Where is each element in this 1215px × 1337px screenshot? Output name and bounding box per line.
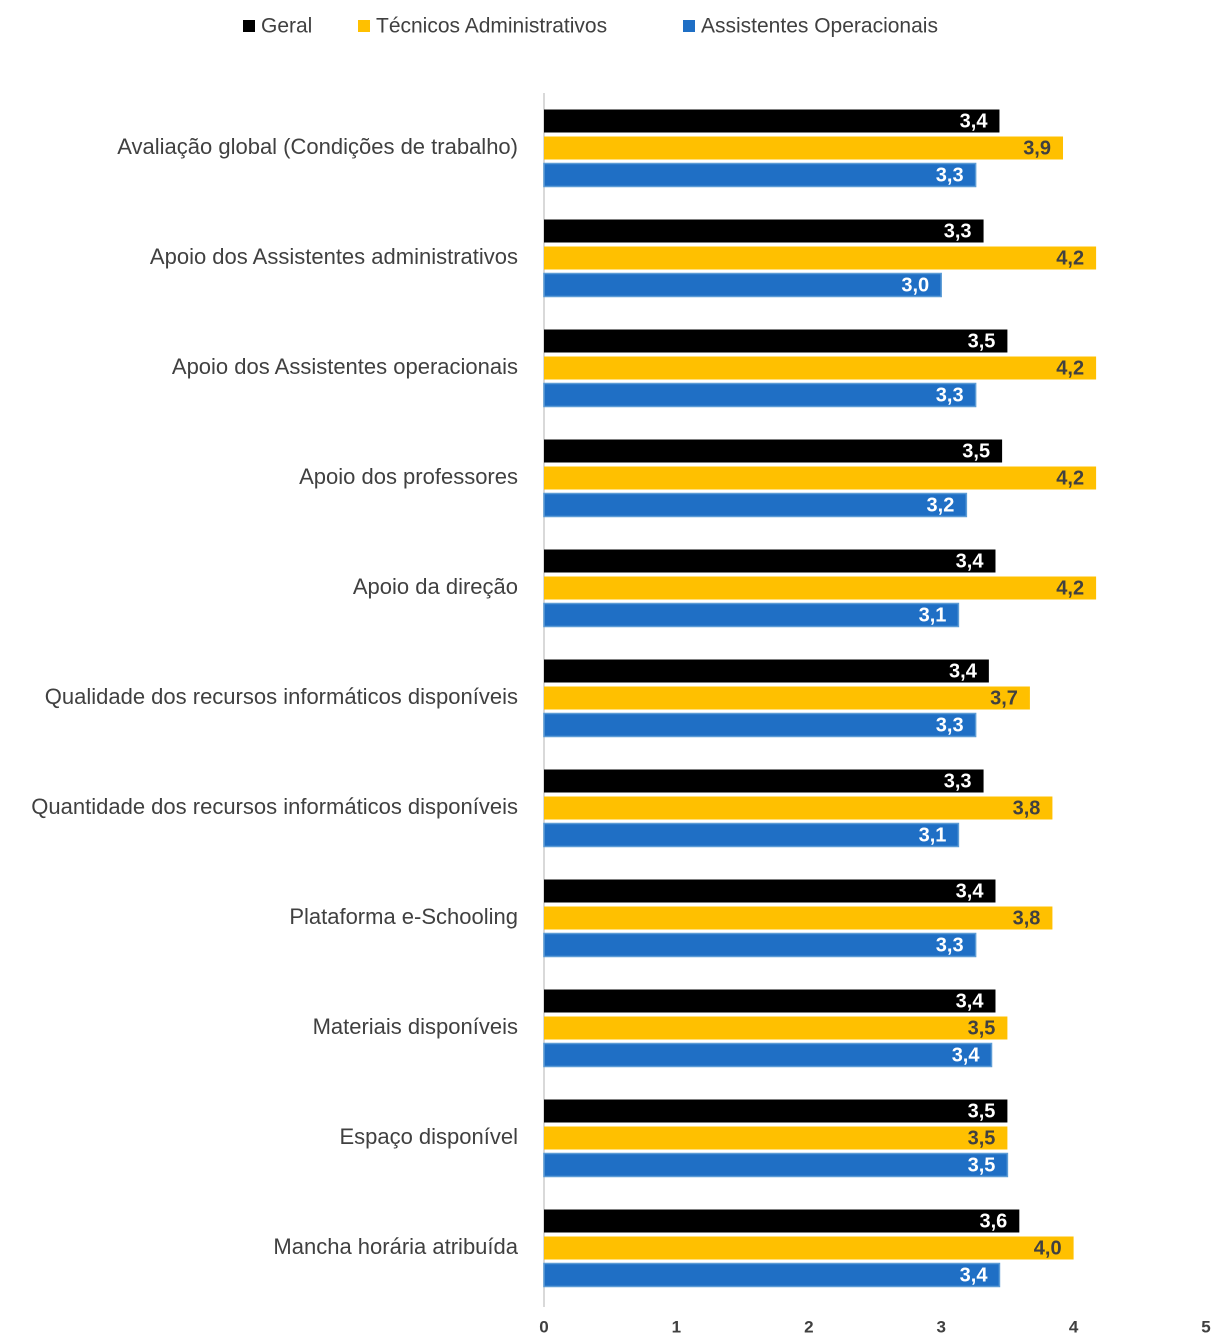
data-label: 3,1 — [919, 604, 947, 626]
legend-swatch — [683, 20, 695, 32]
bar — [543, 1042, 993, 1068]
category-label: Apoio dos Assistentes operacionais — [172, 354, 518, 379]
category-label: Apoio dos professores — [299, 464, 518, 489]
data-label: 3,3 — [936, 164, 964, 186]
data-label: 3,4 — [960, 110, 989, 132]
data-label: 3,3 — [936, 714, 964, 736]
data-label: 3,1 — [919, 824, 947, 846]
x-tick-label: 0 — [539, 1317, 548, 1336]
bar — [544, 219, 984, 243]
bar — [544, 329, 1008, 353]
data-label: 4,0 — [1034, 1237, 1062, 1259]
data-label: 3,5 — [968, 1017, 996, 1039]
data-label: 4,2 — [1056, 467, 1084, 489]
data-label: 3,9 — [1023, 137, 1051, 159]
bar — [544, 1126, 1008, 1150]
bar — [544, 246, 1097, 270]
legend-swatch — [243, 20, 255, 32]
category-label: Apoio da direção — [353, 574, 518, 599]
category-label: Materiais disponíveis — [313, 1014, 518, 1039]
bar — [544, 576, 1097, 600]
legend-label: Técnicos Administrativos — [376, 15, 607, 38]
data-label: 3,0 — [901, 274, 929, 296]
category-label: Qualidade dos recursos informáticos disp… — [45, 684, 518, 709]
category-label: Apoio dos Assistentes administrativos — [150, 244, 518, 269]
bar — [543, 492, 968, 518]
x-tick-label: 5 — [1201, 1317, 1210, 1336]
bar — [543, 822, 960, 848]
data-label: 3,7 — [990, 687, 1018, 709]
bar — [544, 686, 1030, 710]
data-label: 3,4 — [956, 550, 985, 572]
bar — [544, 136, 1064, 160]
bar — [544, 796, 1053, 820]
bar — [544, 906, 1053, 930]
category-label: Mancha horária atribuída — [273, 1234, 518, 1259]
data-label: 3,5 — [968, 1100, 996, 1122]
category-label: Plataforma e-Schooling — [289, 904, 518, 929]
bar — [544, 439, 1003, 463]
legend-label: Geral — [261, 15, 312, 38]
data-label: 3,6 — [980, 1210, 1008, 1232]
data-label: 3,4 — [960, 1264, 989, 1286]
bar — [544, 1099, 1008, 1123]
data-label: 3,5 — [962, 440, 990, 462]
data-label: 3,3 — [936, 384, 964, 406]
data-label: 3,5 — [968, 330, 996, 352]
legend-swatch — [358, 20, 370, 32]
bar — [544, 356, 1097, 380]
data-label: 3,4 — [949, 660, 978, 682]
x-tick-label: 4 — [1069, 1317, 1079, 1336]
data-label: 3,5 — [968, 1154, 996, 1176]
bar — [544, 466, 1097, 490]
data-label: 3,4 — [952, 1044, 981, 1066]
data-label: 3,3 — [944, 770, 972, 792]
bar — [543, 602, 960, 628]
category-label: Avaliação global (Condições de trabalho) — [117, 134, 518, 159]
bar — [543, 932, 977, 958]
data-label: 4,2 — [1056, 357, 1084, 379]
data-label: 3,4 — [956, 990, 985, 1012]
bar — [543, 1152, 1009, 1178]
data-label: 4,2 — [1056, 247, 1084, 269]
bar — [544, 1209, 1020, 1233]
bar — [544, 549, 996, 573]
bar — [544, 659, 989, 683]
data-label: 3,8 — [1013, 907, 1041, 929]
data-label: 3,3 — [944, 220, 972, 242]
bar — [544, 1236, 1074, 1260]
bar — [544, 1016, 1008, 1040]
bar — [543, 382, 977, 408]
bar — [544, 769, 984, 793]
data-label: 3,2 — [927, 494, 955, 516]
data-label: 3,5 — [968, 1127, 996, 1149]
bar — [544, 989, 996, 1013]
bar — [543, 712, 977, 738]
x-tick-label: 3 — [936, 1317, 945, 1336]
data-label: 3,8 — [1013, 797, 1041, 819]
category-label: Quantidade dos recursos informáticos dis… — [31, 794, 518, 819]
data-label: 4,2 — [1056, 577, 1084, 599]
bar — [543, 272, 942, 298]
data-label: 3,4 — [956, 880, 985, 902]
category-label: Espaço disponível — [339, 1124, 518, 1149]
x-tick-label: 1 — [672, 1317, 681, 1336]
bar — [543, 162, 977, 188]
bar — [544, 109, 1000, 133]
bar — [543, 1262, 1001, 1288]
x-tick-label: 2 — [804, 1317, 813, 1336]
bar — [544, 879, 996, 903]
data-label: 3,3 — [936, 934, 964, 956]
legend-label: Assistentes Operacionais — [701, 15, 938, 38]
